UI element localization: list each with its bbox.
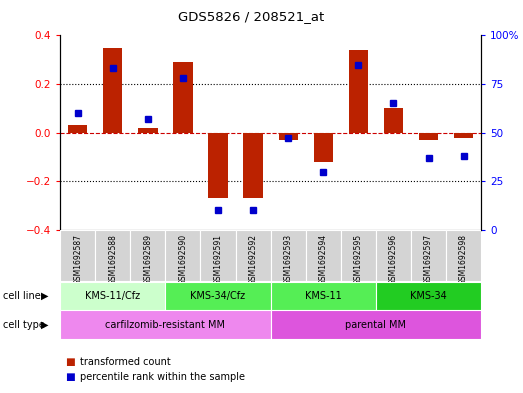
Bar — [165, 230, 200, 281]
Bar — [271, 230, 306, 281]
Text: GSM1692596: GSM1692596 — [389, 234, 398, 285]
Bar — [244, 132, 263, 198]
Bar — [95, 230, 130, 281]
Text: KMS-34: KMS-34 — [410, 291, 447, 301]
Bar — [349, 50, 368, 132]
Bar — [279, 132, 298, 140]
Text: GSM1692587: GSM1692587 — [73, 234, 82, 285]
Bar — [271, 282, 376, 310]
Text: ■: ■ — [65, 372, 75, 382]
Bar — [271, 310, 481, 339]
Bar — [411, 230, 446, 281]
Text: GSM1692590: GSM1692590 — [178, 234, 187, 285]
Bar — [103, 48, 122, 132]
Bar — [165, 282, 271, 310]
Text: KMS-11/Cfz: KMS-11/Cfz — [85, 291, 140, 301]
Bar — [68, 125, 87, 132]
Bar — [341, 230, 376, 281]
Bar — [173, 62, 192, 132]
Bar — [60, 230, 95, 281]
Text: GSM1692592: GSM1692592 — [248, 234, 258, 285]
Bar — [384, 108, 403, 132]
Text: GSM1692598: GSM1692598 — [459, 234, 468, 285]
Text: GSM1692591: GSM1692591 — [213, 234, 222, 285]
Bar — [314, 132, 333, 162]
Text: cell line: cell line — [3, 291, 40, 301]
Text: KMS-11: KMS-11 — [305, 291, 342, 301]
Bar — [200, 230, 235, 281]
Text: ▶: ▶ — [41, 320, 48, 330]
Bar — [138, 128, 157, 132]
Bar — [446, 230, 481, 281]
Bar — [376, 230, 411, 281]
Text: cell type: cell type — [3, 320, 44, 330]
Text: ■: ■ — [65, 357, 75, 367]
Text: GSM1692594: GSM1692594 — [319, 234, 328, 285]
Bar — [419, 132, 438, 140]
Text: carfilzomib-resistant MM: carfilzomib-resistant MM — [106, 320, 225, 330]
Text: ▶: ▶ — [41, 291, 48, 301]
Bar — [130, 230, 165, 281]
Bar — [235, 230, 271, 281]
Bar — [306, 230, 341, 281]
Bar — [454, 132, 473, 138]
Text: GSM1692595: GSM1692595 — [354, 234, 363, 285]
Bar — [208, 132, 228, 198]
Bar — [60, 310, 271, 339]
Text: GSM1692597: GSM1692597 — [424, 234, 433, 285]
Text: KMS-34/Cfz: KMS-34/Cfz — [190, 291, 246, 301]
Bar — [60, 282, 165, 310]
Bar — [376, 282, 481, 310]
Text: GSM1692588: GSM1692588 — [108, 234, 117, 285]
Text: percentile rank within the sample: percentile rank within the sample — [80, 372, 245, 382]
Text: parental MM: parental MM — [345, 320, 406, 330]
Text: GDS5826 / 208521_at: GDS5826 / 208521_at — [178, 10, 324, 23]
Text: transformed count: transformed count — [80, 357, 171, 367]
Text: GSM1692593: GSM1692593 — [283, 234, 293, 285]
Text: GSM1692589: GSM1692589 — [143, 234, 152, 285]
